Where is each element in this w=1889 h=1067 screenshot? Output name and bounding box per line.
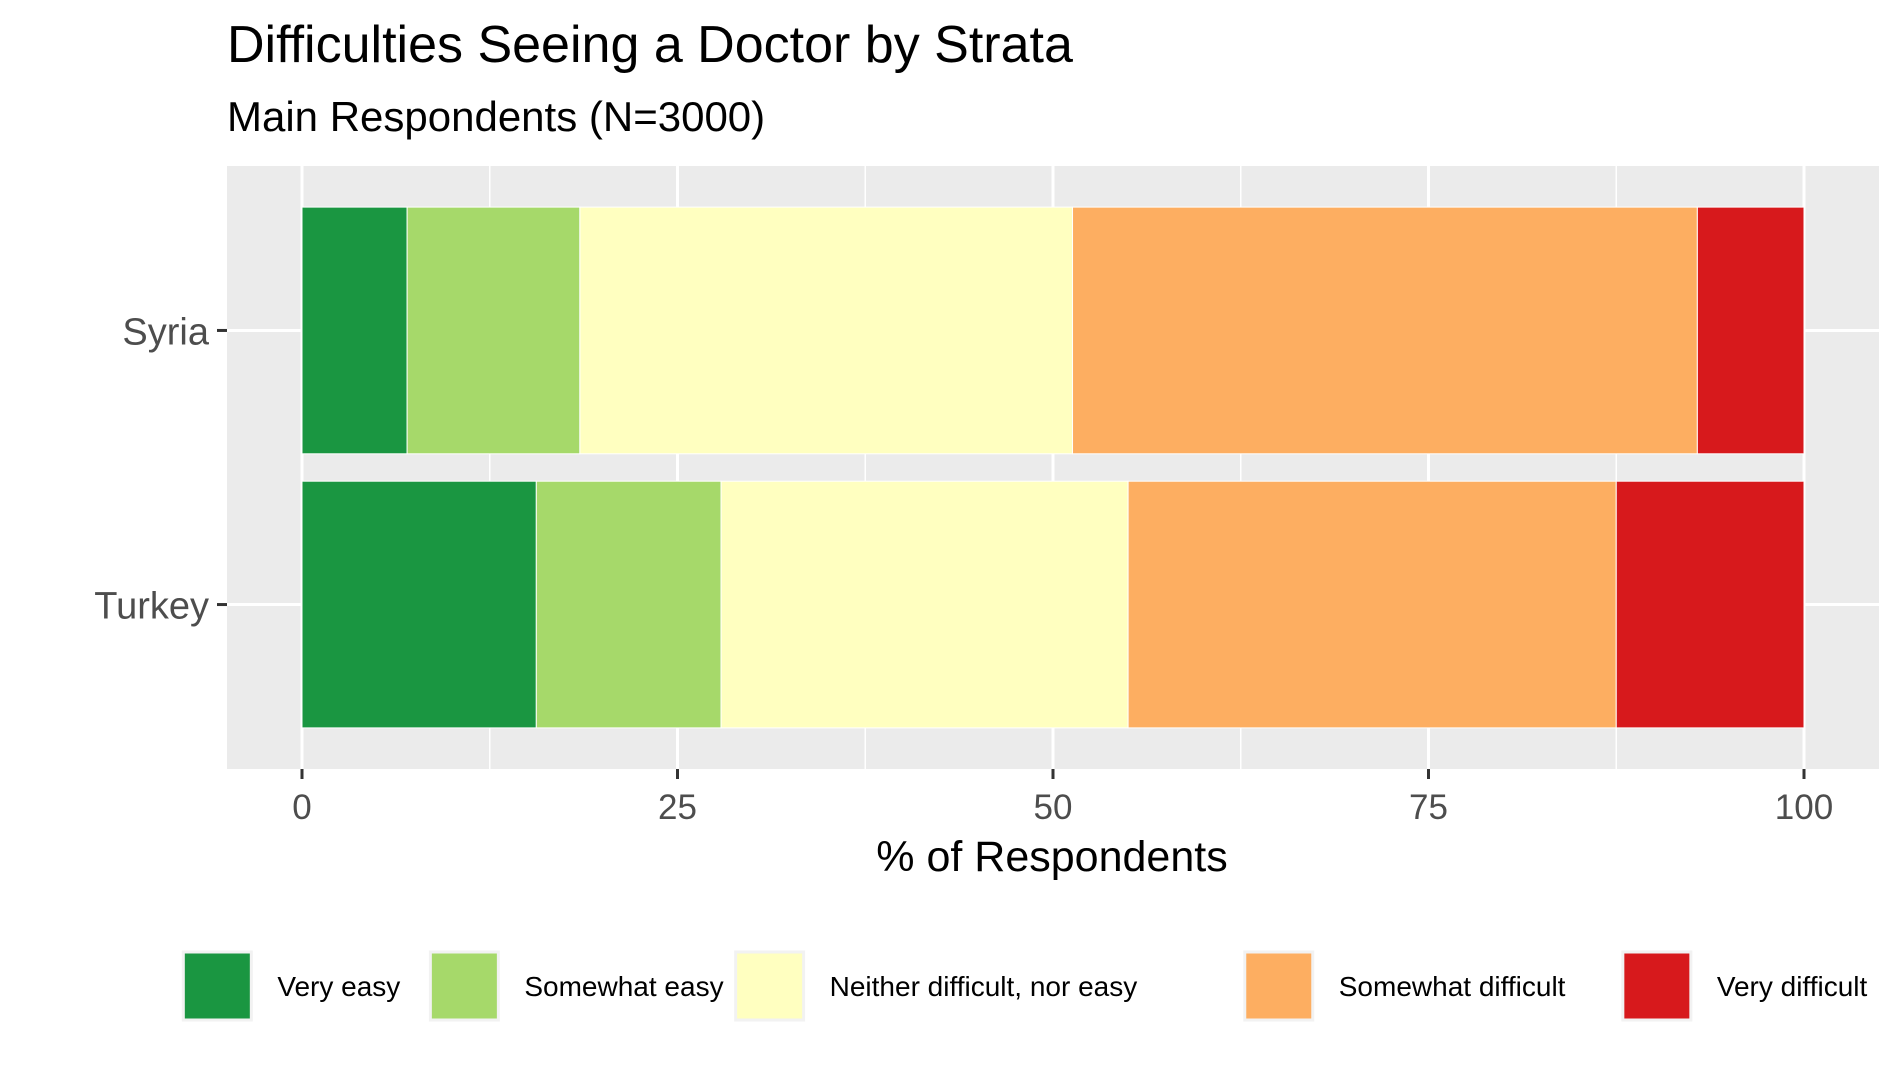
legend-key-very-easy (181, 950, 253, 1022)
legend-key-neither-difficult-nor-easy (734, 950, 806, 1022)
legend-key-very-difficult (1621, 950, 1693, 1022)
x-axis-title: % of Respondents (876, 833, 1227, 881)
y-axis: Syria Turkey (94, 311, 227, 628)
chart-subtitle: Main Respondents (N=3000) (227, 93, 765, 140)
legend-key-somewhat-easy (428, 950, 500, 1022)
x-axis: 0 25 50 75 100 (292, 769, 1833, 827)
x-tick-label: 25 (658, 788, 697, 827)
y-tick-label: Turkey (94, 586, 209, 628)
legend-label: Very difficult (1717, 971, 1868, 1002)
bar-segment-syria-very-difficult (1696, 206, 1805, 455)
bar-segment-syria-somewhat-difficult (1072, 206, 1698, 455)
x-tick-label: 75 (1409, 788, 1448, 827)
legend-label: Neither difficult, nor easy (830, 971, 1138, 1002)
x-tick-label: 100 (1775, 788, 1833, 827)
bar-segment-syria-very-easy (301, 206, 408, 455)
legend-label: Somewhat easy (524, 971, 723, 1002)
bar-segment-turkey-very-easy (301, 480, 537, 729)
bar-segment-syria-neither-difficult-nor-easy (579, 206, 1074, 455)
bar-segment-turkey-neither-difficult-nor-easy (720, 480, 1129, 729)
bar-segment-turkey-very-difficult (1615, 480, 1805, 729)
bar-segment-turkey-somewhat-easy (535, 480, 722, 729)
bar-segments (301, 206, 1805, 729)
y-tick-label: Syria (122, 311, 209, 353)
legend: Very easy Somewhat easy Neither difficult,… (181, 950, 1868, 1022)
chart-title: Difficulties Seeing a Doctor by Strata (227, 16, 1073, 74)
bar-segment-turkey-somewhat-difficult (1127, 480, 1617, 729)
legend-label: Very easy (277, 971, 400, 1002)
x-tick-label: 50 (1034, 788, 1073, 827)
x-tick-label: 0 (292, 788, 311, 827)
legend-key-somewhat-difficult (1243, 950, 1315, 1022)
legend-label: Somewhat difficult (1339, 971, 1566, 1002)
bar-segment-syria-somewhat-easy (406, 206, 581, 455)
